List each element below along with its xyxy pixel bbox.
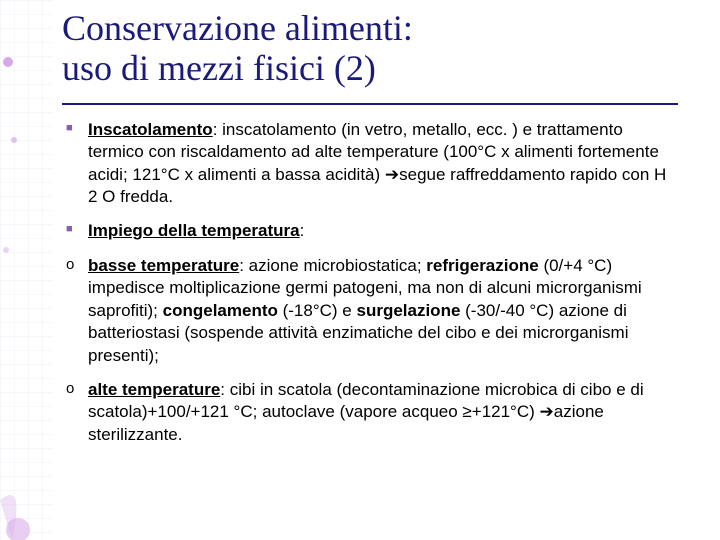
- list-item: Inscatolamento: inscatolamento (in vetro…: [62, 119, 678, 209]
- title-underline: [62, 103, 678, 105]
- arrow-icon: ➔: [540, 402, 554, 421]
- bold-term: surgelazione: [356, 301, 460, 320]
- bold-term: congelamento: [163, 301, 278, 320]
- item-heading: basse temperature: [88, 256, 239, 275]
- bullet-list: Inscatolamento: inscatolamento (in vetro…: [62, 119, 678, 243]
- slide-title: Conservazione alimenti: uso di mezzi fis…: [62, 8, 678, 89]
- item-heading: alte temperature: [88, 380, 220, 399]
- item-text: (-18°C) e: [278, 301, 357, 320]
- sub-bullet-list: basse temperature: azione microbiostatic…: [62, 255, 678, 447]
- title-line-1: Conservazione alimenti:: [62, 8, 413, 48]
- list-item: basse temperature: azione microbiostatic…: [62, 255, 678, 367]
- list-item: Impiego della temperatura:: [62, 220, 678, 242]
- slide-content: Conservazione alimenti: uso di mezzi fis…: [0, 0, 720, 478]
- title-line-2: uso di mezzi fisici (2): [62, 48, 376, 88]
- bold-term: refrigerazione: [426, 256, 538, 275]
- item-heading: Impiego della temperatura: [88, 221, 300, 240]
- item-text: :: [300, 221, 305, 240]
- arrow-icon: ➔: [385, 165, 399, 184]
- item-text: : azione microbiostatica;: [239, 256, 426, 275]
- item-heading: Inscatolamento: [88, 120, 213, 139]
- list-item: alte temperature: cibi in scatola (decon…: [62, 379, 678, 446]
